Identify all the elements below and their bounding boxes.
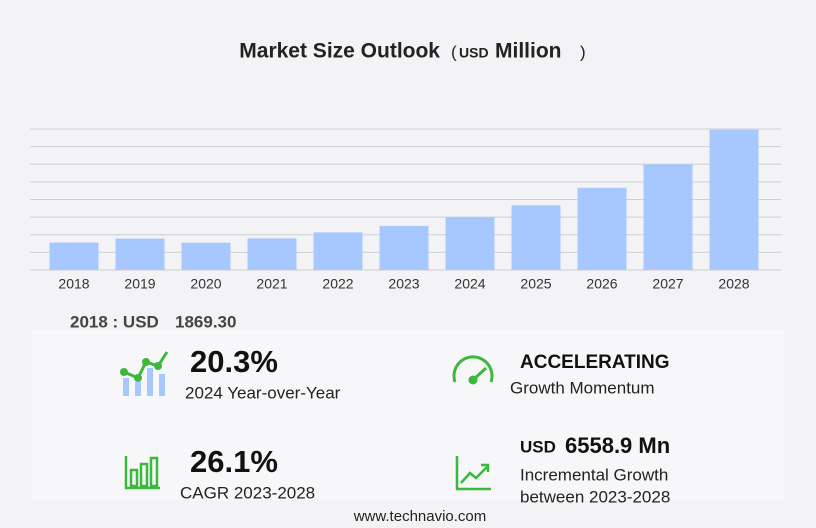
x-tick-label: 2027	[652, 276, 683, 292]
stats-panel	[32, 330, 784, 500]
footer: www.technavio.com	[353, 508, 487, 525]
unit-currency: USD	[459, 45, 489, 61]
bar	[247, 238, 297, 270]
unit-scale: Million	[495, 40, 562, 63]
incremental-icon	[455, 456, 491, 491]
cagr-icon	[124, 456, 160, 490]
stat-value: 26.1%	[190, 444, 278, 479]
growth-icon	[120, 351, 169, 396]
bar	[445, 216, 495, 270]
bar	[379, 225, 429, 270]
stat-value: ACCELERATING	[520, 352, 670, 373]
stat-label: Incremental Growth	[520, 465, 668, 484]
bar	[313, 232, 363, 270]
x-tick-label: 2024	[454, 276, 485, 292]
stat-label: 2024 Year-over-Year	[185, 383, 341, 402]
bar	[643, 164, 693, 270]
unit-paren: )	[580, 42, 586, 61]
x-tick-label: 2023	[388, 276, 419, 292]
unit-paren: (	[451, 42, 457, 61]
stat-value: 20.3%	[190, 344, 278, 379]
reference-value: 1869.30	[175, 312, 236, 331]
chart-title: Market Size Outlook	[239, 40, 440, 63]
stat-label: between 2023-2028	[520, 487, 670, 506]
bar	[115, 238, 165, 270]
x-tick-label: 2025	[520, 276, 551, 292]
bar	[511, 205, 561, 270]
x-tick-label: 2018	[58, 276, 89, 292]
gauge-icon	[452, 355, 494, 385]
x-tick-label: 2021	[256, 276, 287, 292]
bar	[577, 187, 627, 270]
stat-label: CAGR 2023-2028	[180, 483, 315, 502]
x-tick-label: 2020	[190, 276, 221, 292]
stat-unit: USD	[520, 437, 556, 456]
x-tick-label: 2028	[718, 276, 749, 292]
bar	[181, 242, 231, 270]
x-tick-label: 2026	[586, 276, 617, 292]
bar	[49, 242, 99, 270]
x-tick-label: 2022	[322, 276, 353, 292]
reference-label: 2018 : USD	[70, 312, 159, 331]
stat-value: 6558.9 Mn	[565, 433, 670, 458]
stat-label: Growth Momentum	[510, 378, 655, 397]
bar	[709, 129, 759, 270]
x-tick-label: 2019	[124, 276, 155, 292]
